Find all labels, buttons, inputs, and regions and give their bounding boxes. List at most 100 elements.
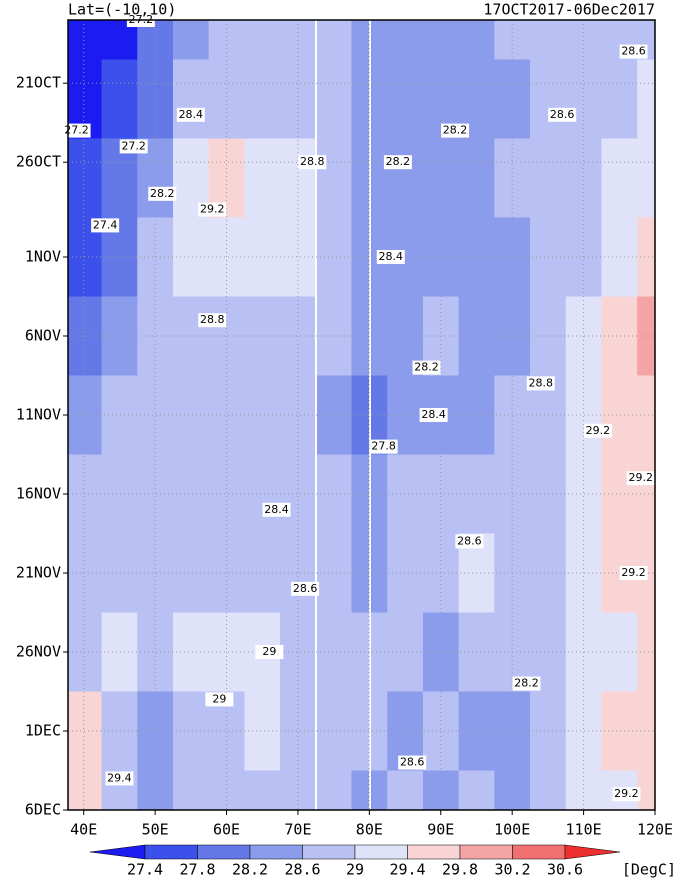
contour-label-bg [526,376,555,391]
cell [637,59,655,139]
cell [387,770,424,810]
cell [244,59,281,139]
cell [494,138,531,218]
contour-label: 29.2 [614,787,639,800]
contour-label: 28.2 [443,124,468,137]
cell [137,59,174,139]
cell [280,375,317,455]
cell [280,770,317,810]
colorbar-unit: [DegC] [622,861,676,879]
contour-label-bg [548,107,577,122]
colorbar-segment [354,844,408,860]
x-tick-label: 70E [284,821,311,839]
cell [315,375,353,455]
cell [280,59,317,139]
contour-label: 28.8 [200,313,225,326]
cell [565,59,602,139]
contour-label-bg [119,139,148,154]
x-tick-label: 110E [566,821,602,839]
cell [530,770,567,810]
contour-label-bg [512,676,541,691]
cell [387,454,424,534]
contour-label-bg [205,692,234,707]
x-tick-label: 120E [637,821,673,839]
cell [172,770,210,810]
cell [208,59,245,139]
contour-label: 28.8 [528,376,553,389]
cell [280,533,317,613]
cell [172,375,210,455]
cell [315,59,353,139]
cell [208,770,245,810]
contour-label-bg [176,107,205,122]
colorbar-label: 29 [346,861,364,879]
cell [172,533,210,613]
contour-label-bg [62,123,91,138]
cell [601,217,638,297]
cell [315,691,353,771]
cell [315,217,353,297]
y-tick-label: 6NOV [25,327,61,345]
cell [137,770,174,810]
contour-label: 28.4 [421,408,446,421]
cell [244,770,281,810]
contour-label: 28.2 [414,361,439,374]
cell [601,138,638,218]
contour-label-bg [619,566,648,580]
cell [315,138,353,218]
contour-label-bg [291,581,320,596]
contour-label-bg [583,423,612,438]
contour-label: 28.6 [457,534,482,547]
cell [565,770,602,810]
contour-label-bg [198,202,227,217]
cell [601,296,638,376]
cell [101,533,138,613]
contour-label-bg [612,787,641,802]
contour-label: 28.4 [179,108,204,121]
contour-label: 28.4 [264,503,289,516]
cell [387,533,424,613]
cell [244,217,281,297]
contour-label: 29 [262,645,276,658]
cell [315,296,353,376]
x-tick-label: 60E [213,821,240,839]
cell [387,20,424,60]
y-tick-label: 21OCT [16,74,61,92]
colorbar-segment [459,844,513,860]
colorbar-segment [407,844,461,860]
contour-label: 28.6 [550,108,575,121]
contour-label: 29.2 [628,471,653,484]
x-tick-label: 90E [427,821,454,839]
cell [637,296,655,376]
cell [315,454,353,534]
colorbar-segment [512,844,566,860]
cell [315,612,353,692]
title-right: 17OCT2017-06Dec2017 [483,1,655,19]
colorbar-segment [144,844,198,860]
contour-label: 27.4 [93,218,118,231]
cell [315,770,353,810]
cell [601,375,638,455]
y-tick-label: 6DEC [25,801,61,819]
cell [68,20,103,60]
cell [208,217,245,297]
cell [565,533,602,613]
cell [172,20,210,60]
contour-label-bg [383,155,412,170]
contour-label-bg [376,250,405,264]
cell [101,59,138,139]
colorbar-label: 27.8 [179,861,215,879]
cell [101,691,138,771]
colorbar-label: 28.6 [284,861,320,879]
cell [208,533,245,613]
cell [458,20,495,60]
contour-label-bg [398,755,427,770]
colorbar-label: 29.8 [442,861,478,879]
cell [172,296,210,376]
cell [637,770,655,810]
contour-label: 28.4 [379,250,404,263]
x-tick-label: 50E [142,821,169,839]
cell [387,59,424,139]
cell [172,612,210,692]
